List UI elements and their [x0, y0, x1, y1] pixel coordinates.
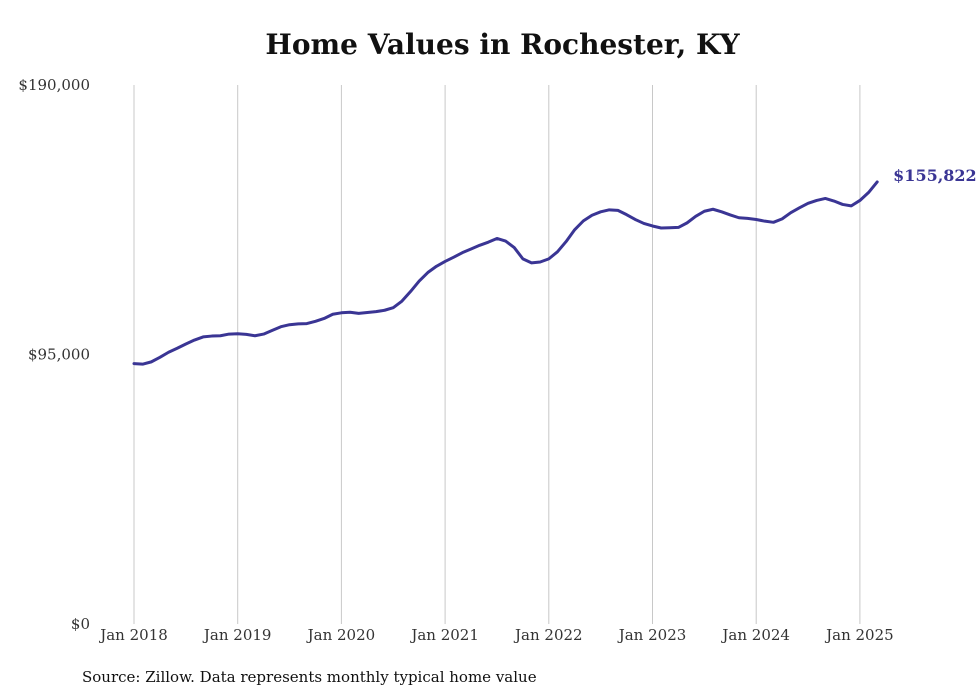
x-tick-label: Jan 2022: [513, 626, 583, 644]
end-label-layer: $155,822: [893, 166, 977, 185]
series-layer: [132, 180, 879, 366]
chart-title: Home Values in Rochester, KY: [265, 28, 740, 61]
x-tick-label: Jan 2024: [720, 626, 790, 644]
x-tick-label: Jan 2021: [409, 626, 479, 644]
series-line: [132, 180, 879, 366]
y-tick-label: $190,000: [18, 76, 90, 94]
x-tick-label: Jan 2020: [306, 626, 376, 644]
end-value-label: $155,822: [893, 166, 977, 185]
y-tick-label: $0: [71, 615, 90, 633]
x-tick-label: Jan 2025: [824, 626, 894, 644]
x-tick-label: Jan 2019: [202, 626, 272, 644]
x-tick-label: Jan 2018: [98, 626, 168, 644]
y-tick-label: $95,000: [28, 346, 90, 364]
gridlines: [133, 85, 861, 624]
source-note: Source: Zillow. Data represents monthly …: [82, 668, 537, 686]
y-axis-ticks: $0 $95,000 $190,000: [18, 76, 90, 633]
x-tick-label: Jan 2023: [617, 626, 687, 644]
x-axis-ticks: Jan 2018 Jan 2019 Jan 2020 Jan 2021 Jan 2022…: [98, 626, 893, 644]
